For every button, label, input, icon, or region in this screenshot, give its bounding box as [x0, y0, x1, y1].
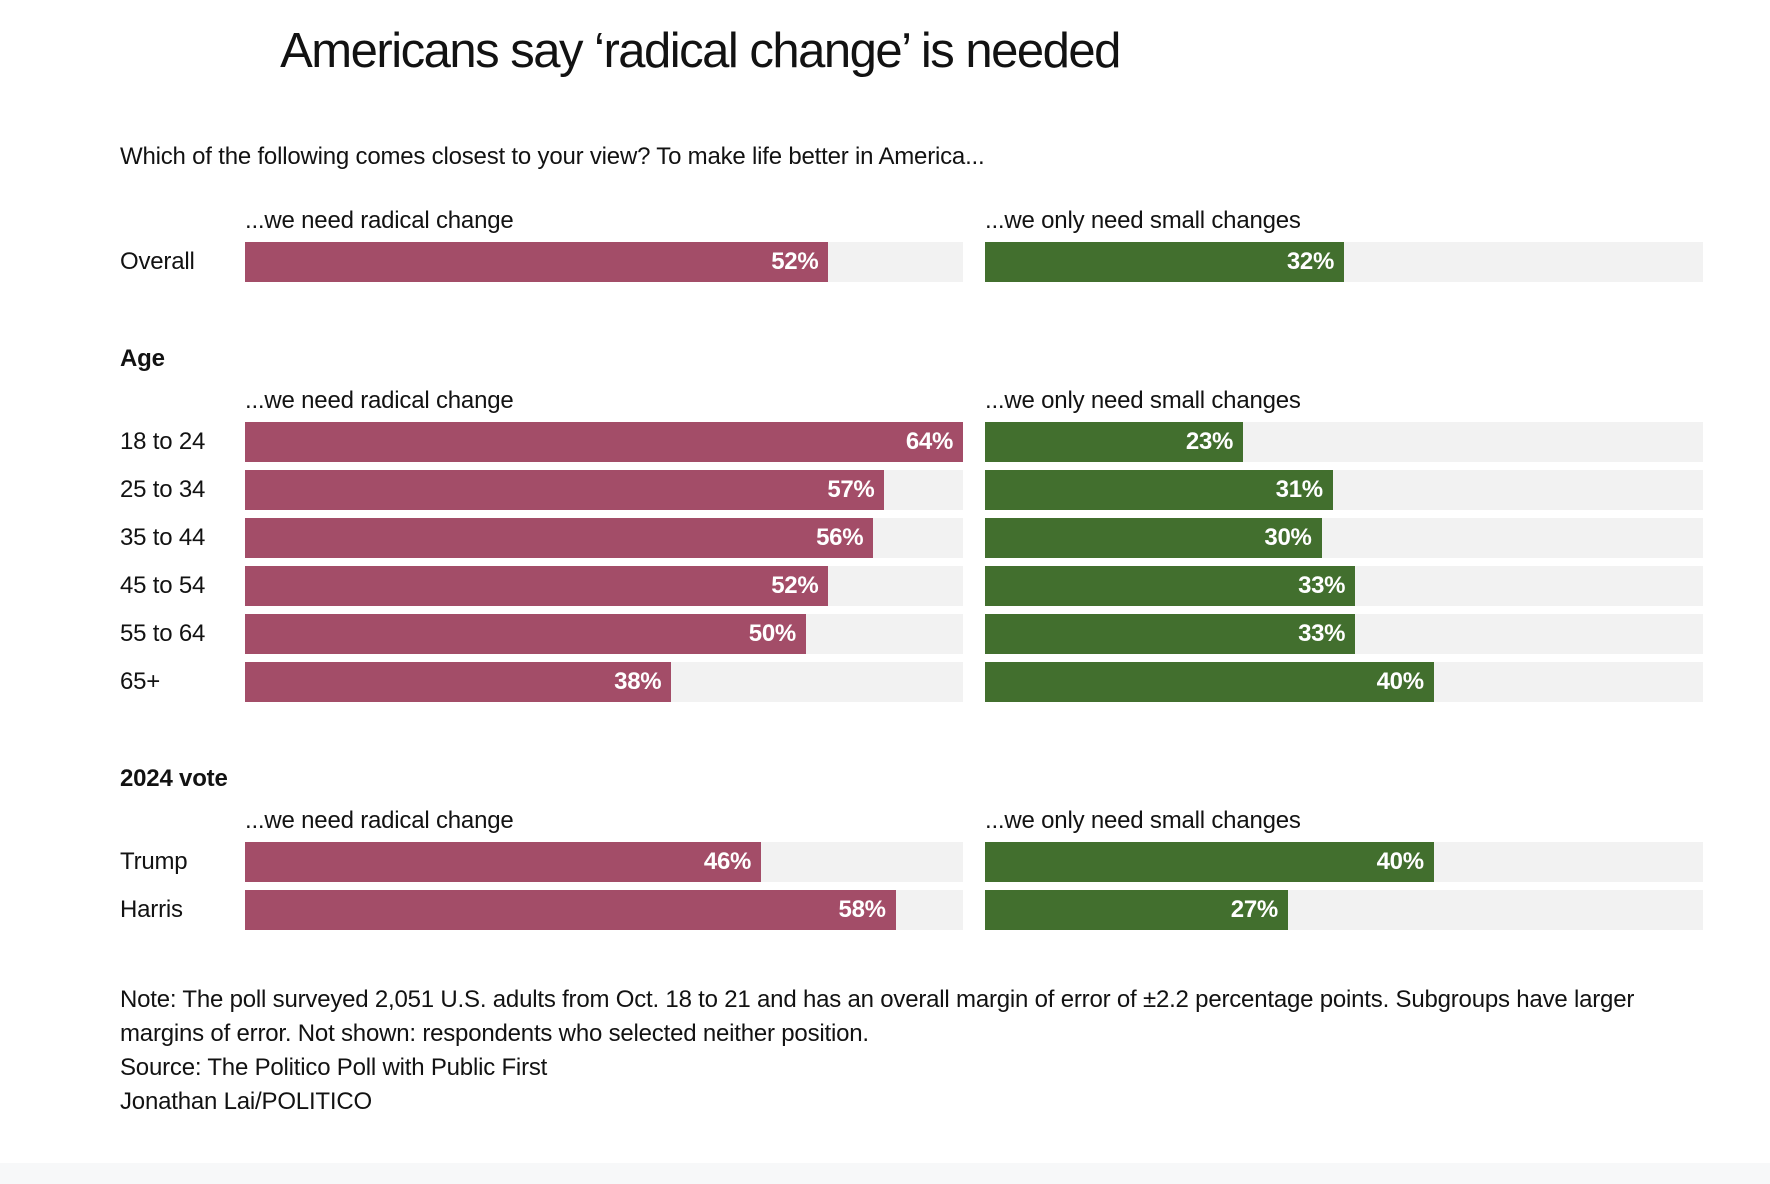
column-headers: ...we need radical change ...we only need… [120, 206, 1770, 236]
chart-row: 18 to 24 64% 23% [120, 422, 1770, 462]
column-header-small-changes: ...we only need small changes [985, 387, 1301, 414]
row-label: 65+ [120, 668, 161, 695]
chart-title: Americans say ‘radical change’ is needed [280, 24, 1121, 78]
small-changes-bar: 32% [985, 242, 1344, 282]
bar-value-label: 46% [703, 848, 752, 875]
small-changes-bar-track: 40% [985, 662, 1703, 702]
small-changes-bar: 40% [985, 842, 1434, 882]
small-changes-bar-track: 40% [985, 842, 1703, 882]
bar-value-label: 33% [1298, 620, 1346, 647]
small-changes-bar-track: 32% [985, 242, 1703, 282]
chart-section: 2024 vote ...we need radical change ...we … [120, 764, 1770, 930]
radical-change-bar-track: 52% [245, 566, 963, 606]
radical-change-bar-track: 46% [245, 842, 963, 882]
bar-value-label: 58% [838, 896, 886, 923]
bar-value-label: 40% [1376, 848, 1424, 875]
radical-change-bar-track: 56% [245, 518, 963, 558]
chart-section: Age ...we need radical change ...we only n… [120, 344, 1770, 702]
small-changes-bar-track: 31% [985, 470, 1703, 510]
row-label: 55 to 64 [120, 620, 206, 647]
bar-value-label: 33% [1298, 572, 1346, 599]
footer-band [0, 1163, 1770, 1184]
column-header-small-changes: ...we only need small changes [985, 207, 1301, 234]
bar-value-label: 50% [748, 620, 796, 647]
radical-change-bar: 64% [245, 422, 963, 462]
row-label: Trump [120, 848, 188, 875]
small-changes-bar: 33% [985, 614, 1356, 654]
bar-value-label: 52% [771, 248, 819, 275]
bar-value-label: 52% [771, 572, 819, 599]
chart-row: Overall 52% 32% [120, 242, 1770, 282]
column-header-small-changes: ...we only need small changes [985, 807, 1301, 834]
radical-change-bar: 52% [245, 566, 829, 606]
small-changes-bar: 23% [985, 422, 1244, 462]
chart-row: Harris 58% 27% [120, 890, 1770, 930]
small-changes-bar: 27% [985, 890, 1288, 930]
credit-text: Jonathan Lai/POLITICO [120, 1088, 372, 1115]
source-text: Source: The Politico Poll with Public Fi… [120, 1054, 548, 1081]
row-label: 25 to 34 [120, 476, 206, 503]
small-changes-bar-track: 27% [985, 890, 1703, 930]
section-header: 2024 vote [120, 765, 228, 792]
bar-value-label: 27% [1230, 896, 1278, 923]
bar-value-label: 40% [1376, 668, 1424, 695]
small-changes-bar: 33% [985, 566, 1356, 606]
chart-row: 35 to 44 56% 30% [120, 518, 1770, 558]
column-header-radical-change: ...we need radical change [245, 807, 514, 834]
column-header-radical-change: ...we need radical change [245, 387, 514, 414]
row-label: 45 to 54 [120, 572, 206, 599]
radical-change-bar-track: 50% [245, 614, 963, 654]
chart-body: ...we need radical change ...we only need… [120, 206, 1770, 930]
section-header: Age [120, 345, 165, 372]
radical-change-bar-track: 64% [245, 422, 963, 462]
chart-row: Trump 46% 40% [120, 842, 1770, 882]
row-label: Harris [120, 896, 183, 923]
small-changes-bar-track: 33% [985, 614, 1703, 654]
small-changes-bar: 30% [985, 518, 1322, 558]
column-header-radical-change: ...we need radical change [245, 207, 514, 234]
small-changes-bar-track: 33% [985, 566, 1703, 606]
row-label: 35 to 44 [120, 524, 206, 551]
bar-value-label: 56% [816, 524, 864, 551]
bar-value-label: 23% [1185, 428, 1234, 455]
bar-value-label: 32% [1286, 248, 1334, 275]
radical-change-bar-track: 58% [245, 890, 963, 930]
chart-row: 25 to 34 57% 31% [120, 470, 1770, 510]
radical-change-bar: 50% [245, 614, 806, 654]
bar-value-label: 38% [614, 668, 662, 695]
radical-change-bar: 46% [245, 842, 762, 882]
note-text: Note: The poll surveyed 2,051 U.S. adult… [120, 986, 1635, 1047]
column-headers: ...we need radical change ...we only need… [120, 806, 1770, 836]
radical-change-bar: 56% [245, 518, 874, 558]
chart-question: Which of the following comes closest to … [120, 143, 985, 170]
small-changes-bar-track: 30% [985, 518, 1703, 558]
chart-notes: Note: The poll surveyed 2,051 U.S. adult… [120, 983, 1680, 1119]
chart-row: 55 to 64 50% 33% [120, 614, 1770, 654]
small-changes-bar: 40% [985, 662, 1434, 702]
bar-value-label: 57% [827, 476, 875, 503]
radical-change-bar-track: 57% [245, 470, 963, 510]
radical-change-bar-track: 52% [245, 242, 963, 282]
radical-change-bar: 52% [245, 242, 829, 282]
radical-change-bar: 58% [245, 890, 896, 930]
radical-change-bar-track: 38% [245, 662, 963, 702]
bar-value-label: 30% [1264, 524, 1312, 551]
chart-row: 65+ 38% 40% [120, 662, 1770, 702]
row-label: 18 to 24 [120, 428, 206, 455]
small-changes-bar: 31% [985, 470, 1333, 510]
chart-section: ...we need radical change ...we only need… [120, 206, 1770, 282]
column-headers: ...we need radical change ...we only need… [120, 386, 1770, 416]
small-changes-bar-track: 23% [985, 422, 1703, 462]
bar-value-label: 31% [1275, 476, 1323, 503]
radical-change-bar: 38% [245, 662, 672, 702]
row-label: Overall [120, 248, 195, 275]
bar-value-label: 64% [905, 428, 953, 455]
radical-change-bar: 57% [245, 470, 885, 510]
chart-row: 45 to 54 52% 33% [120, 566, 1770, 606]
